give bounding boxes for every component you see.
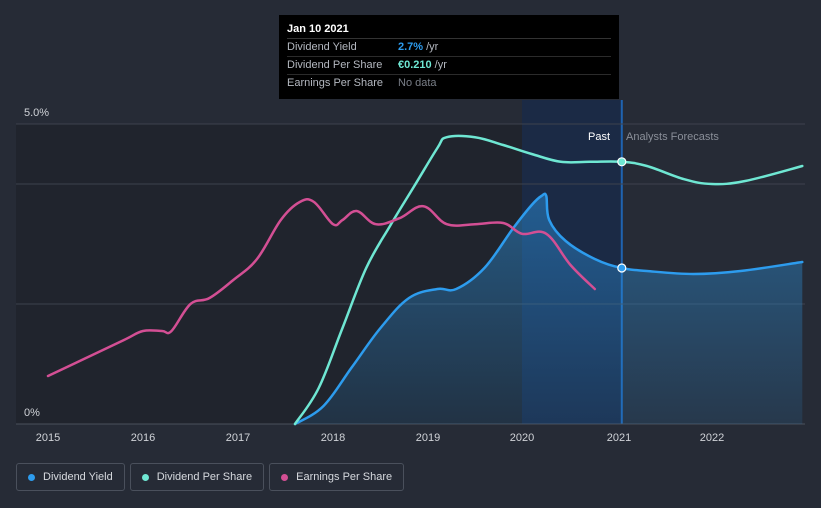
tooltip: Jan 10 2021 Dividend Yield 2.7% /yr Divi… (279, 15, 619, 99)
current-markers (617, 157, 627, 273)
tooltip-unit: /yr (426, 41, 439, 53)
line-eps (46, 198, 597, 378)
tooltip-label: Dividend Yield (287, 41, 357, 53)
x-tick-label: 2015 (36, 432, 60, 444)
tooltip-row-yield: Dividend Yield 2.7% /yr (287, 39, 611, 57)
tooltip-date: Jan 10 2021 (287, 21, 611, 39)
tooltip-label: Dividend Per Share (287, 59, 383, 71)
tooltip-value: 2.7% (398, 41, 424, 53)
area-yield (295, 193, 803, 424)
x-tick-label: 2020 (510, 432, 534, 444)
tooltip-label: Earnings Per Share (287, 77, 383, 89)
series-lines (46, 134, 804, 426)
legend-label: Earnings Per Share (296, 471, 393, 483)
legend-label: Dividend Per Share (156, 471, 253, 483)
x-tick-label: 2019 (416, 432, 440, 444)
legend-dot-icon (28, 473, 35, 481)
x-tick-label: 2021 (607, 432, 631, 444)
x-tick-label: 2017 (226, 432, 250, 444)
line-yield (293, 192, 804, 426)
line-dps (293, 134, 804, 426)
tooltip-unit: /yr (434, 59, 447, 71)
marker-yield (617, 263, 627, 273)
x-tick-label: 2018 (321, 432, 345, 444)
legend: Dividend Yield Dividend Per Share Earnin… (16, 463, 405, 491)
tooltip-row-dps: Dividend Per Share €0.210 /yr (287, 57, 611, 75)
legend-dot-icon (281, 473, 289, 481)
tooltip-row-eps: Earnings Per Share No data (287, 75, 611, 92)
past-label: Past (588, 131, 610, 143)
tooltip-value: €0.210 (398, 59, 432, 71)
legend-dividend-per-share[interactable]: Dividend Per Share (129, 463, 265, 491)
legend-dot-icon (141, 473, 149, 481)
y-tick-top: 5.0% (24, 107, 49, 119)
legend-earnings-per-share[interactable]: Earnings Per Share (269, 463, 405, 491)
x-tick-label: 2016 (131, 432, 155, 444)
tooltip-nodata: No data (398, 77, 437, 89)
legend-label: Dividend Yield (43, 471, 113, 483)
marker-dps (617, 157, 627, 167)
areas (295, 193, 803, 424)
legend-dividend-yield[interactable]: Dividend Yield (16, 463, 125, 491)
y-tick-bottom: 0% (24, 407, 40, 419)
forecast-label: Analysts Forecasts (626, 131, 719, 143)
x-tick-label: 2022 (700, 432, 724, 444)
x-axis-ticks: 2015 2016 2017 2018 2019 2020 2021 2022 (36, 432, 724, 444)
